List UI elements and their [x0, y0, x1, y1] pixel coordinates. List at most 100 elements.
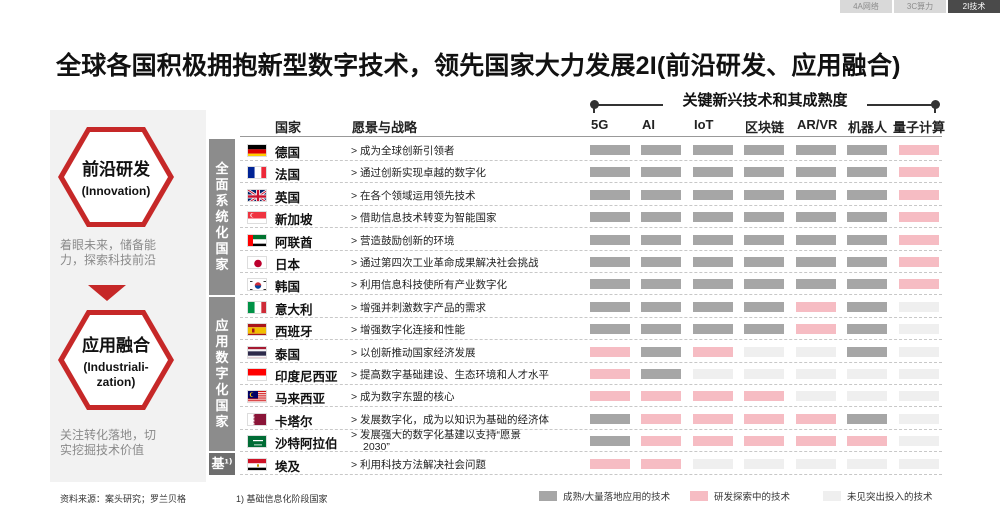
maturity-cell	[693, 324, 733, 335]
table-row: 马来西亚 > 成为数字东盟的核心	[240, 385, 942, 408]
country-vision: > 成为数字东盟的核心	[351, 391, 455, 404]
country-vision: > 营造鼓励创新的环境	[351, 234, 455, 247]
header-divider	[240, 136, 942, 137]
maturity-cell	[899, 167, 939, 178]
maturity-cell	[847, 167, 887, 178]
maturity-cell	[847, 279, 887, 290]
maturity-cell	[847, 145, 887, 155]
table-row: 埃及 > 利用科技方法解决社会问题	[240, 453, 942, 475]
header-tech-robot: 机器人	[848, 120, 888, 135]
legend-mature-swatch	[539, 491, 557, 501]
tech-header-label: 关键新兴技术和其成熟度	[663, 89, 867, 110]
maturity-cell	[744, 436, 784, 447]
maturity-cell	[899, 279, 939, 290]
maturity-cell	[641, 391, 681, 402]
maturity-cell	[899, 145, 939, 155]
flag-thailand-icon	[247, 345, 267, 359]
group-full-systemic: 全面系统化国家	[209, 139, 235, 295]
maturity-cell	[796, 346, 836, 357]
country-name: 沙特阿拉伯	[275, 437, 338, 452]
maturity-cell	[847, 391, 887, 402]
maturity-cell	[641, 436, 681, 447]
country-vision: > 增强并刺激数字产品的需求	[351, 301, 487, 314]
flag-germany-icon	[247, 144, 267, 157]
maturity-cell	[899, 324, 939, 335]
row-divider	[240, 361, 942, 363]
maturity-cell	[693, 257, 733, 267]
flag-uae-icon	[247, 233, 267, 247]
legend-none: 未见突出投入的技术	[823, 489, 933, 503]
maturity-cell	[899, 189, 939, 200]
flag-malaysia-icon	[247, 390, 267, 404]
header-country: 国家	[275, 120, 302, 135]
legend-developing-swatch	[690, 491, 708, 501]
maturity-cell	[796, 458, 836, 469]
footnote: 1) 基础信息化阶段国家	[236, 494, 328, 504]
maturity-cell	[744, 413, 784, 424]
flag-saudi-icon	[247, 435, 267, 449]
maturity-cell	[796, 324, 836, 335]
row-divider	[240, 182, 942, 184]
maturity-cell	[744, 301, 784, 312]
maturity-cell	[590, 324, 630, 335]
innovation-title: 前沿研发	[82, 160, 150, 179]
maturity-cell	[847, 346, 887, 357]
tab-4a-network[interactable]: 4A网络	[840, 0, 892, 13]
row-divider	[240, 272, 942, 273]
maturity-cell	[899, 391, 939, 402]
country-name: 卡塔尔	[275, 414, 313, 429]
section-tabs: 4A网络 3C算力 2I技术	[838, 0, 1000, 13]
maturity-cell	[796, 413, 836, 424]
legend-mature: 成熟/大量落地应用的技术	[539, 489, 670, 503]
flag-singapore-icon	[247, 211, 267, 225]
industrialization-subtitle: (Industriali- zation)	[83, 359, 149, 389]
maturity-cell	[744, 458, 784, 469]
maturity-cell	[693, 234, 733, 245]
table-row: 新加坡 > 借助信息技术转变为智能国家	[240, 206, 942, 229]
country-vision: > 发展数字化，成为以知识为基础的经济体	[351, 413, 550, 426]
country-name: 马来西亚	[275, 392, 326, 407]
maturity-cell	[847, 212, 887, 223]
maturity-cell	[590, 413, 630, 424]
tab-2i-technology[interactable]: 2I技术	[948, 0, 1000, 13]
maturity-cell	[693, 458, 733, 469]
maturity-cell	[899, 234, 939, 245]
maturity-cell	[796, 234, 836, 245]
country-name: 阿联酋	[275, 235, 313, 250]
maturity-cell	[693, 167, 733, 178]
maturity-cell	[590, 279, 630, 290]
header-tech-ai: AI	[642, 117, 655, 132]
maturity-cell	[796, 369, 836, 379]
table-row: 阿联酋 > 营造鼓励创新的环境	[240, 229, 942, 251]
maturity-cell	[847, 301, 887, 312]
flag-korea-icon	[247, 278, 267, 292]
row-divider	[240, 294, 942, 296]
country-name: 韩国	[275, 280, 301, 295]
country-name: 新加坡	[275, 213, 313, 228]
maturity-cell	[744, 346, 784, 357]
row-divider	[240, 384, 942, 385]
maturity-cell	[847, 436, 887, 447]
maturity-cell	[796, 301, 836, 312]
table-row: 意大利 > 增强并刺激数字产品的需求	[240, 296, 942, 318]
maturity-cell	[693, 279, 733, 290]
maturity-cell	[641, 369, 681, 379]
maturity-cell	[590, 189, 630, 200]
maturity-cell	[693, 369, 733, 379]
maturity-cell	[590, 391, 630, 402]
maturity-cell	[744, 324, 784, 335]
maturity-cell	[693, 413, 733, 424]
maturity-cell	[590, 369, 630, 379]
maturity-cell	[796, 279, 836, 290]
tab-3c-compute[interactable]: 3C算力	[894, 0, 946, 13]
header-tech-blockchain: 区块链	[745, 120, 785, 135]
group-applied-digital: 应用数字化国家	[209, 297, 235, 451]
maturity-cell	[641, 413, 681, 424]
header-tech-5g: 5G	[591, 117, 609, 132]
maturity-cell	[641, 346, 681, 357]
innovation-hexagon: 前沿研发 (Innovation)	[58, 127, 174, 227]
maturity-cell	[590, 458, 630, 469]
row-divider	[240, 339, 942, 341]
maturity-cell	[744, 257, 784, 267]
maturity-cell	[847, 324, 887, 335]
